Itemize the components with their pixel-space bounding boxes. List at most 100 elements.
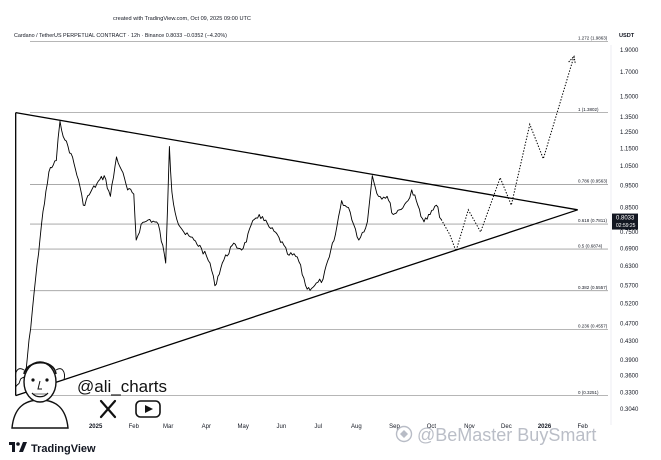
- price-tick-label: 0.6900: [620, 246, 639, 252]
- price-tick-label: 0.4300: [620, 339, 639, 345]
- price-point: [70, 153, 72, 154]
- price-point: [335, 234, 336, 235]
- price-point: [268, 226, 270, 228]
- price-point: [423, 221, 425, 223]
- price-point: [103, 175, 105, 177]
- price-point: [221, 262, 223, 264]
- watermark-text: @BeMaster BuySmart: [417, 425, 596, 445]
- price-tick-label: 0.4700: [620, 321, 639, 327]
- last-price-badge: 0.8033 02:59:25: [612, 213, 638, 230]
- triangle-pattern: [15, 111, 578, 397]
- price-point: [59, 120, 61, 122]
- price-point: [407, 200, 409, 202]
- price-tick-label: 1.5000: [620, 94, 639, 100]
- time-tick-label: Mar: [163, 424, 173, 430]
- time-tick-label: May: [238, 424, 249, 430]
- price-badge-background: [612, 213, 638, 230]
- price-point: [48, 171, 50, 173]
- time-tick-label: Jul: [314, 424, 322, 430]
- price-tick-label: 0.3900: [620, 358, 639, 364]
- price-point: [116, 156, 117, 158]
- price-tick-label: 0.8500: [620, 205, 639, 211]
- price-point: [314, 285, 315, 287]
- price-point: [378, 195, 379, 197]
- price-point: [349, 211, 351, 213]
- watermark-icon: [395, 425, 413, 443]
- price-badge-value: 0.8033: [616, 216, 635, 222]
- price-tick-label: 0.5700: [620, 284, 639, 290]
- price-point: [165, 262, 167, 264]
- price-point: [55, 160, 57, 161]
- price-axis[interactable]: 1.9000 1.7000 1.5000 1.3500 1.2500 1.1500 1.05…: [620, 48, 639, 413]
- price-point: [287, 253, 288, 255]
- social-handle[interactable]: @ali_charts: [77, 377, 167, 396]
- watermark: @BeMaster BuySmart: [395, 425, 596, 445]
- time-tick-label: 2025: [89, 424, 103, 430]
- x-logo-icon[interactable]: [99, 399, 117, 419]
- time-tick-label: Nov: [464, 424, 475, 430]
- fib-level-label: 0.618 (0.7811): [578, 218, 607, 223]
- fib-level-label: 1.272 (1.9863): [578, 36, 608, 41]
- price-point: [171, 191, 173, 193]
- triangle-upper-line: [15, 111, 578, 211]
- price-tick-label: 0.3300: [620, 391, 639, 397]
- avatar-caricature-icon: [11, 361, 69, 429]
- tradingview-logo-icon: [9, 442, 27, 452]
- price-tick-label: 1.7000: [620, 70, 639, 76]
- price-point: [96, 183, 98, 185]
- price-point: [209, 262, 211, 264]
- price-point: [214, 285, 216, 287]
- price-point: [82, 204, 84, 206]
- price-line: [15, 120, 442, 388]
- price-badge-countdown: 02:59:25: [616, 223, 636, 229]
- fib-level-label: 0.786 (0.9563): [578, 179, 608, 184]
- fib-level-label: 0.236 (0.4557): [578, 324, 608, 329]
- price-point: [176, 219, 178, 220]
- youtube-icon[interactable]: [135, 400, 161, 418]
- projection-path: [440, 55, 576, 253]
- price-point: [135, 239, 137, 241]
- price-point: [110, 195, 111, 197]
- price-point: [157, 223, 159, 225]
- price-point: [341, 200, 342, 202]
- avatar: [11, 361, 69, 429]
- price-point: [169, 146, 170, 147]
- time-tick-label: Jun: [276, 424, 286, 430]
- projection-line: [440, 56, 575, 253]
- price-tick-label: 1.2500: [620, 130, 639, 136]
- price-point: [367, 221, 368, 223]
- price-point: [133, 193, 135, 195]
- price-point: [399, 209, 400, 211]
- fib-level-label: 0.5 (0.6874): [578, 243, 603, 248]
- time-tick-label: Feb: [577, 424, 588, 430]
- price-tick-label: 1.3500: [620, 115, 639, 121]
- price-point: [231, 245, 233, 246]
- time-tick-label: Apr: [202, 424, 211, 430]
- fib-level-label: 1 (1.3802): [578, 107, 599, 112]
- price-point: [140, 223, 142, 225]
- brand-wordmark: TradingView: [31, 443, 96, 455]
- price-point: [201, 247, 202, 249]
- price-point: [253, 219, 255, 220]
- price-series: [15, 120, 442, 388]
- time-tick-label: Oct: [427, 424, 437, 430]
- price-point: [78, 179, 79, 180]
- price-point: [371, 175, 373, 177]
- price-tick-label: 0.7500: [620, 230, 639, 236]
- price-point: [15, 386, 17, 388]
- tradingview-brand[interactable]: TradingView: [9, 442, 96, 455]
- price-tick-label: 0.6300: [620, 264, 639, 270]
- price-point: [258, 214, 260, 215]
- price-point: [306, 288, 308, 290]
- price-tick-label: 1.9000: [620, 48, 639, 54]
- price-point: [417, 204, 419, 206]
- price-point: [127, 189, 128, 191]
- price-point: [322, 278, 324, 280]
- price-point: [193, 239, 195, 241]
- price-tick-label: 0.5200: [620, 302, 639, 308]
- time-tick-label: Dec: [501, 424, 512, 430]
- created-caption: created with TradingView.com, Oct 09, 20…: [113, 16, 251, 22]
- fib-levels: 1.272 (1.9863) 1 (1.3802) 0.786 (0.9563) 0.…: [30, 36, 608, 397]
- time-tick-label: 2026: [538, 424, 552, 430]
